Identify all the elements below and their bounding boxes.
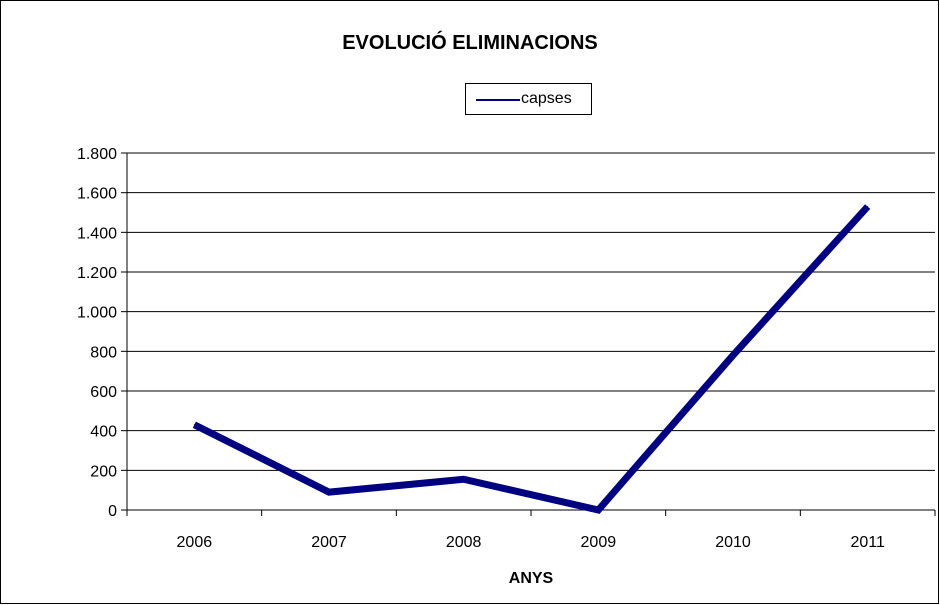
x-tick-label: 2011 (850, 534, 885, 551)
y-tick-label: 1.200 (77, 265, 117, 282)
legend-swatch-capses (476, 99, 520, 101)
series-group (192, 204, 871, 514)
legend-label-capses: capses (521, 90, 572, 107)
data-point (867, 206, 869, 208)
gridlines (127, 152, 935, 471)
y-tick-label: 200 (90, 463, 117, 480)
y-tick-label: 1.800 (77, 146, 117, 163)
x-tick-label: 2007 (311, 534, 347, 551)
data-point (597, 509, 599, 511)
axes (126, 153, 935, 511)
y-tick-label: 600 (90, 384, 117, 401)
legend: capses (465, 83, 592, 115)
x-tick-label: 2008 (446, 534, 482, 551)
data-point (193, 424, 195, 426)
x-axis-ticks: 2006 2007 2008 2009 2010 2011 (126, 510, 936, 551)
x-axis-title: ANYS (509, 570, 554, 587)
y-axis-ticks: 0 200 400 600 800 1.000 1.200 1.400 1.600 1.800 (77, 146, 127, 520)
x-tick-label: 2009 (581, 534, 617, 551)
x-tick-label: 2010 (715, 534, 751, 551)
series-line-capses (192, 204, 871, 514)
y-tick-label: 800 (90, 344, 117, 361)
y-tick-label: 1.000 (77, 305, 117, 322)
chart-title: EVOLUCIÓ ELIMINACIONS (342, 32, 598, 54)
y-tick-label: 400 (90, 424, 117, 441)
y-tick-label: 1.400 (77, 225, 117, 242)
data-point (732, 354, 734, 356)
data-point (328, 491, 330, 493)
y-tick-label: 1.600 (77, 186, 117, 203)
data-point (463, 478, 465, 480)
x-tick-label: 2006 (177, 534, 213, 551)
y-tick-label: 0 (108, 503, 117, 520)
